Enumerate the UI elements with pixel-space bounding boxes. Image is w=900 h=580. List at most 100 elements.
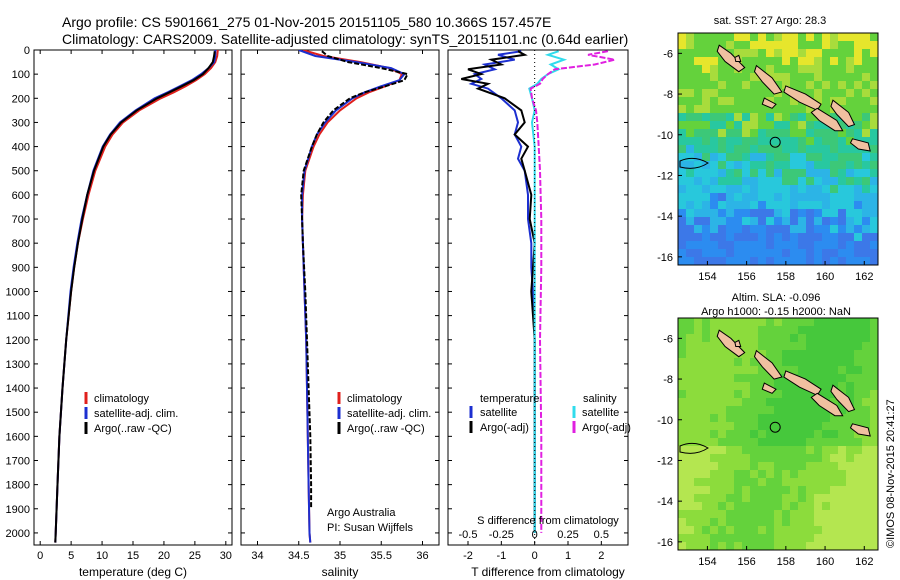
map-cell: [862, 390, 871, 399]
map-cell: [806, 257, 815, 265]
map-cell: [846, 41, 855, 50]
y-tick-label: -16: [657, 252, 673, 264]
map-cell: [766, 217, 775, 226]
map-cell: [838, 318, 847, 327]
map-cell: [782, 105, 791, 114]
map-cell: [726, 145, 735, 154]
map-cell: [750, 97, 759, 106]
map-cell: [686, 342, 695, 351]
map-cell: [782, 454, 791, 463]
map-cell: [862, 510, 871, 519]
map-cell: [774, 185, 783, 194]
map-cell: [710, 65, 719, 74]
map-cell: [766, 177, 775, 186]
map-cell: [870, 193, 878, 202]
island-shape: [734, 339, 742, 347]
map-cell: [702, 342, 711, 351]
map-cell: [774, 49, 783, 58]
map-cell: [686, 145, 695, 154]
x-top-tick-label: -0.5: [459, 529, 478, 541]
map-cell: [686, 169, 695, 178]
map-cell: [702, 49, 711, 58]
map-cell: [790, 470, 799, 479]
map-cell: [702, 470, 711, 479]
map-cell: [846, 73, 855, 82]
map-cell: [806, 145, 815, 154]
map-cell: [790, 350, 799, 359]
map-cell: [822, 318, 831, 327]
map-cell: [758, 233, 767, 242]
map-cell: [758, 177, 767, 186]
map-cell: [814, 41, 823, 50]
map-cell: [686, 494, 695, 503]
map-cell: [854, 129, 863, 138]
map-cell: [702, 217, 711, 226]
map-cell: [846, 193, 855, 202]
map-cell: [870, 494, 878, 503]
map-cell: [694, 129, 703, 138]
map-cell: [782, 217, 791, 226]
map-cell: [758, 414, 767, 423]
map-cell: [838, 358, 847, 367]
map-cell: [774, 145, 783, 154]
map-cell: [798, 65, 807, 74]
map-cell: [766, 318, 775, 327]
map-cell: [726, 249, 735, 258]
salinity-annotation-1: Argo Australia: [327, 507, 396, 519]
map-cell: [718, 462, 727, 471]
map-cell: [726, 257, 735, 265]
map-cell: [798, 41, 807, 50]
legend-label: Argo(-adj): [582, 422, 631, 434]
x-tick-label: 158: [777, 271, 795, 283]
map-cell: [718, 318, 727, 327]
map-cell: [678, 358, 687, 367]
map-cell: [782, 41, 791, 50]
map-cell: [766, 49, 775, 58]
map-cell: [870, 153, 878, 162]
map-cell: [806, 233, 815, 242]
map-cell: [774, 406, 783, 415]
x-tick-label: 35: [334, 550, 346, 562]
map-cell: [846, 366, 855, 375]
map-cell: [806, 249, 815, 258]
temperature-xlabel: temperature (deg C): [79, 565, 187, 579]
map-cell: [742, 185, 751, 194]
map-cell: [766, 105, 775, 114]
sst-map-axes: 154 156 158 160 162-6-8-10-12-14-16: [657, 48, 873, 283]
map-cell: [758, 185, 767, 194]
map-cell: [750, 390, 759, 399]
legend-label: climatology: [94, 393, 150, 405]
map-cell: [838, 129, 847, 138]
credit-text: ©IMOS 08-Nov-2015 20:41:27: [885, 399, 897, 548]
map-cell: [838, 366, 847, 375]
map-cell: [702, 446, 711, 455]
map-cell: [710, 470, 719, 479]
map-cell: [726, 438, 735, 447]
map-cell: [790, 406, 799, 415]
map-cell: [710, 358, 719, 367]
map-cell: [702, 438, 711, 447]
map-cell: [790, 113, 799, 122]
map-cell: [702, 510, 711, 519]
map-cell: [806, 129, 815, 138]
island-shape: [810, 392, 844, 417]
map-cell: [742, 486, 751, 495]
map-cell: [870, 374, 878, 383]
map-cell: [838, 454, 847, 463]
map-cell: [686, 382, 695, 391]
map-cell: [830, 462, 839, 471]
map-cell: [822, 161, 831, 170]
map-cell: [702, 518, 711, 527]
y-tick-label: 1200: [6, 335, 30, 347]
map-cell: [790, 105, 799, 114]
map-cell: [854, 414, 863, 423]
map-cell: [734, 318, 743, 327]
map-cell: [862, 57, 871, 66]
map-cell: [742, 510, 751, 519]
map-cell: [718, 326, 727, 335]
map-cell: [726, 382, 735, 391]
map-cell: [766, 534, 775, 543]
map-cell: [702, 41, 711, 50]
y-tick-label: 500: [12, 166, 30, 178]
map-cell: [766, 153, 775, 162]
